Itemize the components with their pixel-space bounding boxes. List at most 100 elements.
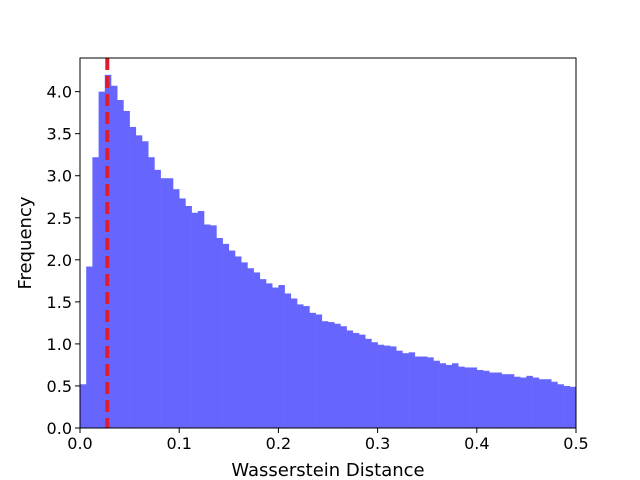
x-tick-label: 0.3 [365, 434, 390, 453]
histogram-bar [532, 377, 540, 428]
y-tick-label: 3.0 [47, 167, 72, 186]
x-axis-label: Wasserstein Distance [231, 460, 424, 480]
histogram-bar [414, 356, 422, 428]
histogram-bar [563, 385, 571, 428]
y-tick-label: 0.0 [47, 419, 72, 438]
y-axis-ticks: 0.0 0.5 1.0 1.5 2.0 2.5 3.0 3.5 4.0 [47, 83, 80, 438]
histogram-bar [86, 266, 93, 428]
histogram-bar [464, 367, 471, 428]
histogram-bar [80, 384, 87, 428]
histogram-bar [204, 224, 211, 428]
histogram-bar [569, 386, 577, 428]
y-tick-label: 2.5 [47, 209, 72, 228]
y-tick-label: 1.0 [47, 335, 72, 354]
histogram-bar [476, 369, 484, 428]
histogram-bar [439, 363, 447, 428]
histogram-bar [197, 211, 205, 428]
histogram-bar [526, 375, 533, 428]
histogram-bar [377, 344, 385, 428]
histogram-bar [396, 350, 403, 428]
histogram-bar [359, 334, 366, 428]
histogram-bar [166, 178, 174, 428]
histogram-bar [253, 272, 261, 428]
y-tick-label: 0.5 [47, 377, 72, 396]
y-tick-label: 2.0 [47, 251, 72, 270]
histogram-bar [142, 141, 149, 428]
histogram-bar [545, 379, 552, 428]
histogram-bar [371, 342, 378, 428]
y-tick-label: 4.0 [47, 83, 72, 102]
histogram-bar [557, 384, 564, 428]
histogram-bar [148, 157, 155, 428]
x-tick-label: 0.4 [464, 434, 489, 453]
histogram-bar [346, 330, 354, 428]
histogram-bar [272, 287, 279, 428]
histogram-bar [160, 178, 168, 428]
histogram-bar [117, 100, 124, 428]
histogram-bar [290, 298, 298, 428]
histogram-bar [383, 345, 391, 428]
histogram-bar [173, 189, 180, 428]
plot-frame [79, 57, 577, 429]
histogram-bar [154, 169, 161, 428]
histogram-bar [445, 364, 453, 428]
histogram-bar [365, 338, 372, 428]
histogram-bar [222, 243, 230, 428]
histogram-bar [259, 279, 267, 428]
y-tick-label: 1.5 [47, 293, 72, 312]
x-tick-label: 0.5 [563, 434, 588, 453]
histogram-bar [210, 225, 217, 428]
x-axis-ticks: 0.0 0.1 0.2 0.3 0.4 0.5 [67, 428, 589, 453]
histogram-bar [315, 314, 323, 428]
histogram-bar [458, 366, 465, 428]
histogram-bar [284, 293, 292, 428]
histogram-bar [495, 372, 502, 428]
histogram-bars [80, 74, 577, 429]
histogram-bar [228, 250, 236, 428]
histogram-bar [390, 346, 397, 428]
histogram-bar [408, 352, 416, 428]
histogram-bar [452, 363, 459, 428]
histogram-bar [507, 374, 515, 428]
histogram-bar [501, 374, 509, 428]
histogram-bar [241, 262, 248, 428]
histogram-bar [489, 372, 496, 428]
histogram-bar [104, 74, 112, 429]
histogram-bar [433, 360, 440, 428]
histogram-bar [297, 304, 304, 428]
histogram-bar [551, 381, 558, 428]
histogram-bar [191, 212, 199, 428]
histogram-bar [340, 326, 347, 428]
histogram-bar [247, 268, 254, 428]
histogram-bar [334, 323, 341, 428]
histogram-bar [321, 321, 329, 428]
histogram-bar [123, 110, 130, 429]
histogram-bar [402, 353, 409, 428]
histogram-bar [309, 312, 316, 428]
histogram-bar [129, 126, 137, 429]
histogram-bar [135, 135, 143, 428]
histogram-bar [216, 237, 223, 428]
histogram-bar [514, 376, 521, 428]
x-tick-label: 0.1 [166, 434, 191, 453]
histogram-bar [470, 367, 478, 428]
histogram-bar [520, 377, 527, 428]
x-tick-label: 0.2 [266, 434, 291, 453]
histogram-bar [352, 332, 360, 428]
histogram-bar [185, 206, 192, 428]
histogram-bar [538, 379, 546, 428]
y-tick-label: 3.5 [47, 125, 72, 144]
histogram-bar [111, 85, 118, 428]
histogram-bar [98, 91, 106, 429]
histogram-bar [328, 322, 335, 428]
histogram-bar [427, 357, 434, 428]
histogram-bar [483, 370, 490, 428]
histogram-bar [303, 306, 310, 428]
histogram-bar [235, 256, 242, 428]
y-axis-label: Frequency [15, 196, 36, 289]
histogram-bar [278, 285, 285, 428]
histogram-bar [421, 356, 428, 428]
histogram-bar [179, 198, 186, 428]
histogram-bar [92, 157, 99, 428]
